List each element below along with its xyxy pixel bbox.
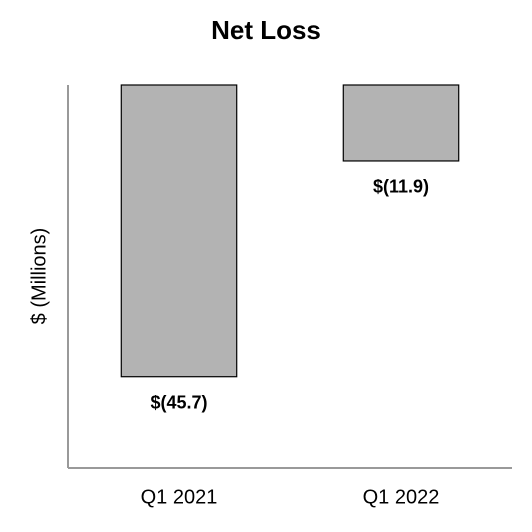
x-tick-label: Q1 2021 [141,486,218,508]
data-label: $(11.9) [373,177,429,197]
data-label: $(45.7) [150,392,207,412]
bar [120,84,238,378]
bar [342,84,460,162]
x-tick-label: Q1 2022 [363,486,440,508]
chart-title: Net Loss [211,15,321,45]
y-axis-label: $ (Millions) [28,228,50,325]
